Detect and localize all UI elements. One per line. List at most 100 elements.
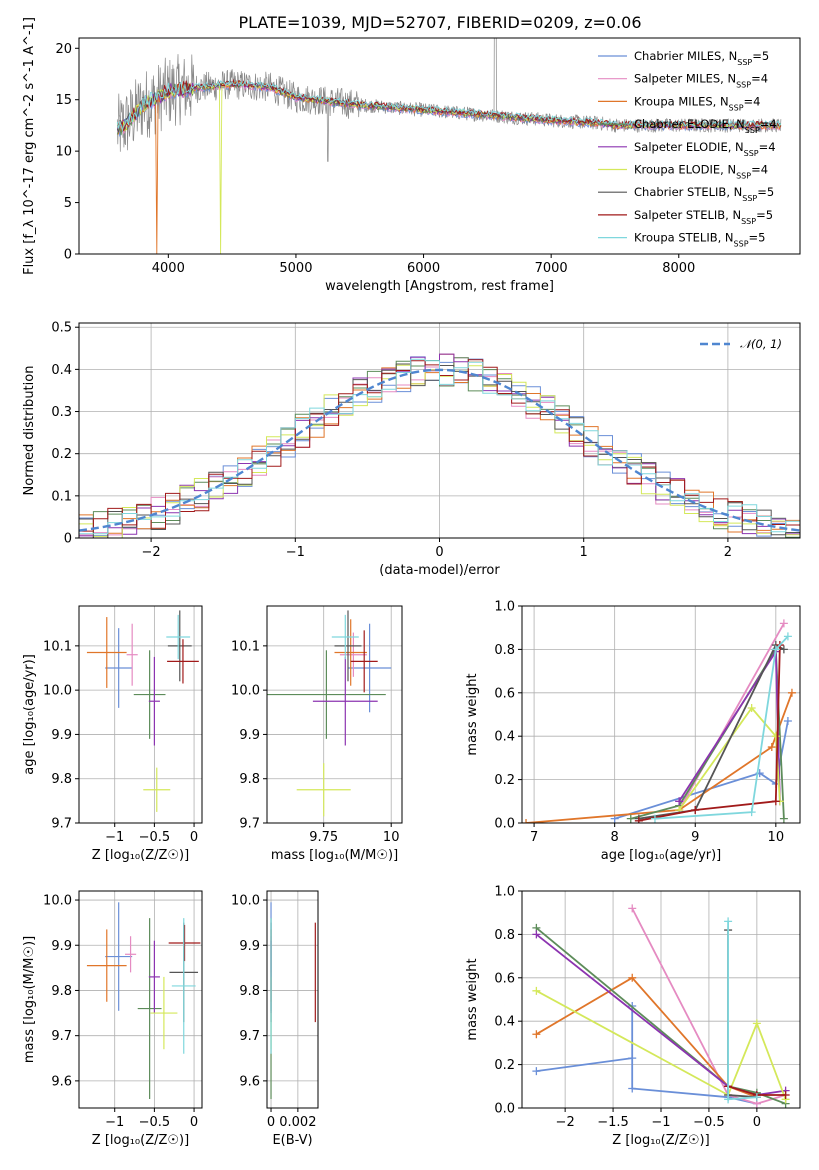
x-tick-label: 7 (530, 830, 538, 845)
age-vs-mass-plot-area (267, 610, 392, 817)
mass-weight-marker (628, 1054, 637, 1063)
mass-weight-marker (675, 797, 684, 806)
x-tick-label: 9 (691, 830, 699, 845)
mass-weight-series-2 (525, 692, 793, 823)
mass-weight-marker (691, 805, 700, 814)
age-vs-mass-panel: 9.75 10 9.7 9.8 9.9 10.0 10.1 mass [log₁₀(M/M☉)… (231, 605, 403, 863)
y-tick-label: 0.2 (494, 1058, 515, 1073)
x-tick-label: 9.75 (309, 830, 338, 845)
y-tick-label: 0.4 (51, 363, 72, 378)
x-tick-label: 0 (753, 1115, 761, 1130)
age-vs-mass-frame (266, 605, 403, 824)
x-tick-label: 6000 (407, 261, 440, 276)
legend-entry: Kroupa STELIB, NSSP=5 (634, 231, 765, 249)
mass-vs-ebv-frame (266, 890, 319, 1109)
mass-weight-vs-Z-plot-area (532, 904, 790, 1108)
spectrum-legend: Chabrier MILES, NSSP=5 Salpeter MILES, NS… (598, 49, 777, 248)
legend-subscript: SSP (734, 239, 749, 248)
x-tick-label: 0.002 (279, 1115, 316, 1130)
legend-entry: Chabrier ELODIE, NSSP=4 (634, 117, 777, 135)
mass-weight-series-2 (535, 976, 758, 1099)
y-tick-label: 10.0 (43, 684, 72, 699)
mass-weight-series-8 (727, 921, 757, 1101)
x-tick-label: 4000 (152, 261, 185, 276)
age-vs-Z-ylabel: age [log₁₀(age/yr)] (22, 654, 37, 775)
y-tick-label: 9.7 (239, 1029, 260, 1044)
x-tick-label: −0.5 (139, 1115, 171, 1130)
residual-histogram-plot-area (79, 353, 800, 538)
x-tick-label: −1 (286, 545, 305, 560)
y-tick-label: 20 (55, 42, 72, 57)
x-tick-label: 0 (435, 545, 443, 560)
y-tick-label: 10.0 (43, 894, 72, 909)
mass-weight-vs-Z-xlabel: Z [log₁₀(Z/Z☉)] (612, 1133, 709, 1148)
y-tick-label: 9.9 (51, 728, 72, 743)
y-tick-label: 9.7 (51, 817, 72, 832)
mass-weight-marker (532, 1067, 541, 1076)
x-tick-label: 7000 (535, 261, 568, 276)
mass-weight-marker (779, 619, 788, 628)
x-tick-label: −0.5 (139, 830, 171, 845)
mass-weight-vs-Z-panel: −2 −1.5 −1 −0.5 0 0.0 0.2 0.4 0.6 0.8 1.0 Z [log₁₀(… (465, 885, 801, 1148)
legend-nssp: =4 (751, 163, 768, 177)
x-tick-label: 0 (267, 1115, 275, 1130)
x-tick-label: −1 (651, 1115, 670, 1130)
y-tick-label: 0.8 (494, 928, 515, 943)
y-tick-label: 0.6 (494, 686, 515, 701)
mass-weight-marker (771, 732, 780, 741)
y-tick-label: 0.4 (494, 1015, 515, 1030)
mass-weight-marker (781, 1090, 790, 1099)
residual-histogram-xlabel: (data-model)/error (379, 563, 500, 578)
mass-weight-marker (628, 1084, 637, 1093)
mass-vs-Z-ylabel: mass [log₁₀(M/M☉)] (22, 936, 37, 1063)
y-tick-label: 0 (64, 532, 72, 547)
legend-nssp: =5 (749, 231, 766, 245)
legend-entry: Salpeter STELIB, NSSP=5 (634, 208, 773, 226)
residual-histogram-panel: −2 −1 0 1 2 0 0.1 0.2 0.3 0.4 0.5 (data-model)/erro… (22, 321, 801, 578)
y-tick-label: 5 (64, 196, 72, 211)
mass-weight-series-3 (535, 927, 786, 1105)
figure-title: PLATE=1039, MJD=52707, FIBERID=0209, z=0… (238, 13, 641, 32)
legend-subscript: SSP (737, 58, 752, 67)
legend-entry: Kroupa ELODIE, NSSP=4 (634, 163, 768, 181)
legend-nssp: =5 (752, 49, 769, 63)
legend-entry: Chabrier MILES, NSSP=5 (634, 49, 769, 67)
legend-nssp: =4 (751, 72, 768, 86)
mass-weight-marker (771, 645, 780, 654)
mass-weight-series-8 (654, 635, 789, 820)
legend-nssp: =4 (759, 140, 776, 154)
legend-subscript: SSP (736, 171, 751, 180)
x-tick-label: 10 (383, 830, 400, 845)
y-tick-label: 15 (55, 93, 72, 108)
gauss-legend-label: 𝒩(0, 1) (740, 337, 782, 351)
mass-vs-Z-xlabel: Z [log₁₀(Z/Z☉)] (92, 1133, 189, 1148)
mass-weight-marker (634, 816, 643, 823)
mass-weight-series-7 (638, 645, 781, 822)
x-tick-label: 0 (190, 1115, 198, 1130)
y-tick-label: 9.8 (51, 772, 72, 787)
mass-weight-vs-age-frame (521, 605, 801, 824)
legend-subscript: SSP (729, 103, 744, 112)
y-tick-label: 0.0 (494, 1102, 515, 1117)
mass-weight-marker (783, 717, 792, 726)
mass-weight-marker (752, 1019, 761, 1028)
y-tick-label: 0.4 (494, 730, 515, 745)
legend-nssp: =4 (760, 117, 777, 131)
mass-weight-vs-age-xlabel: age [log₁₀(age/yr)] (601, 848, 722, 863)
age-vs-Z-frame (78, 605, 203, 824)
mass-weight-marker (628, 904, 637, 913)
legend-subscript: SSP (742, 194, 757, 203)
y-tick-label: 0.8 (494, 643, 515, 658)
legend-entry: Salpeter MILES, NSSP=4 (634, 72, 768, 90)
legend-entry: Chabrier STELIB, NSSP=5 (634, 185, 774, 203)
y-tick-label: 9.9 (239, 728, 260, 743)
mass-vs-ebv-panel: 0 0.002 9.6 9.7 9.8 9.9 10.0 E(B-V) (231, 890, 319, 1148)
mass-vs-Z-frame (78, 890, 203, 1109)
y-tick-label: 9.8 (239, 772, 260, 787)
mass-weight-marker (767, 743, 776, 752)
x-tick-label: −2 (142, 545, 161, 560)
y-tick-label: 9.8 (239, 984, 260, 999)
mass-vs-ebv-xlabel: E(B-V) (272, 1133, 312, 1148)
age-vs-mass-xlabel: mass [log₁₀(M/M☉)] (271, 848, 398, 863)
